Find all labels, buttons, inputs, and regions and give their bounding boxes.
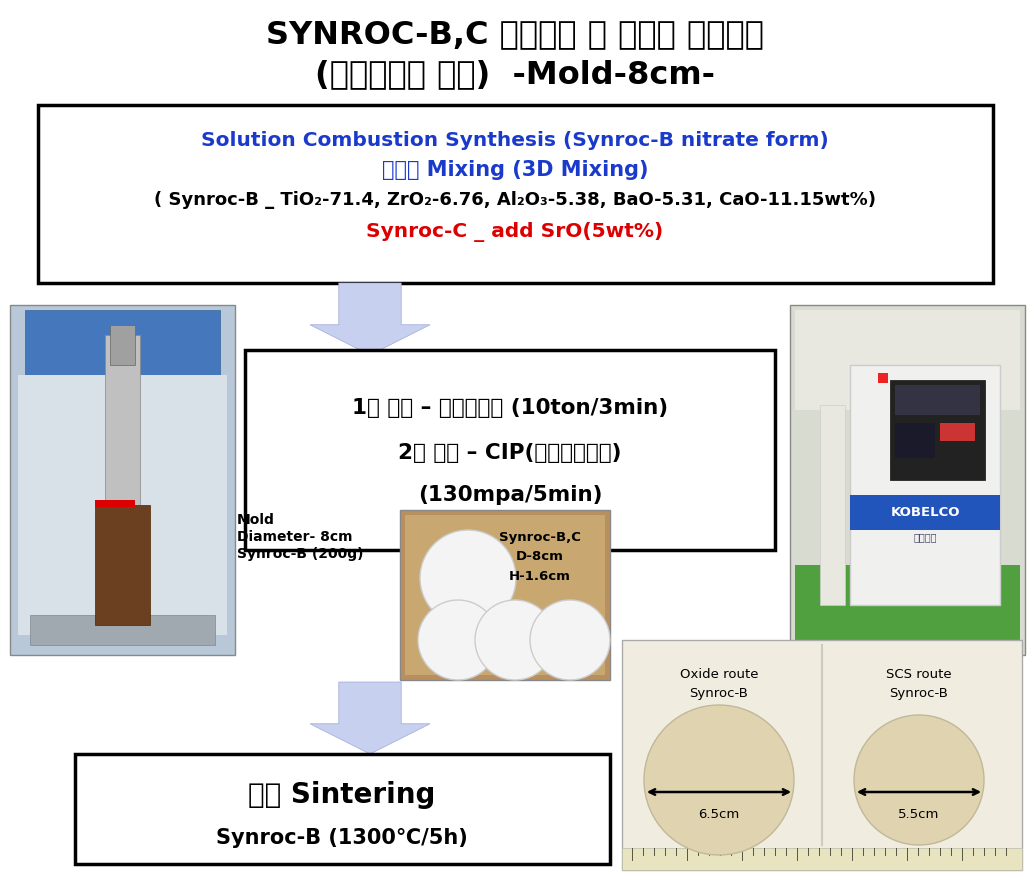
Text: 2차 성형 – CIP(정수압프레스): 2차 성형 – CIP(정수압프레스) bbox=[398, 443, 622, 463]
Text: (130mpa/5min): (130mpa/5min) bbox=[418, 485, 602, 505]
Circle shape bbox=[644, 705, 794, 855]
Text: Synroc-B: Synroc-B bbox=[690, 687, 749, 700]
Bar bbox=[850, 495, 1000, 530]
Bar bbox=[18, 375, 227, 635]
Bar bbox=[622, 848, 1022, 870]
Bar bbox=[38, 105, 993, 283]
Text: ( Synroc-B _ TiO₂-71.4, ZrO₂-6.76, Al₂O₃-5.38, BaO-5.31, CaO-11.15wt%): ( Synroc-B _ TiO₂-71.4, ZrO₂-6.76, Al₂O₃… bbox=[154, 191, 876, 209]
Circle shape bbox=[530, 600, 610, 680]
Text: 소결 Sintering: 소결 Sintering bbox=[248, 781, 436, 809]
Text: 산화물 Mixing (3D Mixing): 산화물 Mixing (3D Mixing) bbox=[381, 160, 648, 180]
Text: ｄＣＩＰ: ｄＣＩＰ bbox=[913, 532, 937, 542]
Polygon shape bbox=[310, 682, 430, 754]
Circle shape bbox=[420, 530, 516, 626]
Bar bbox=[795, 565, 1020, 650]
Text: SYNROC-B,C 분말제조 및 소결체 제조과정: SYNROC-B,C 분말제조 및 소결체 제조과정 bbox=[266, 19, 764, 51]
Text: (목포세라믵 센터)  -Mold-8cm-: (목포세라믵 센터) -Mold-8cm- bbox=[315, 60, 716, 90]
Bar bbox=[110, 325, 135, 365]
Bar bbox=[820, 405, 845, 605]
Text: Synroc-C _ add SrO(5wt%): Synroc-C _ add SrO(5wt%) bbox=[366, 222, 664, 242]
Bar bbox=[940, 423, 975, 441]
Text: Synroc-B (1300℃/5h): Synroc-B (1300℃/5h) bbox=[217, 828, 468, 848]
Bar bbox=[895, 385, 980, 415]
Text: H-1.6cm: H-1.6cm bbox=[509, 569, 571, 583]
Bar bbox=[622, 640, 1022, 870]
Bar bbox=[95, 500, 135, 507]
Bar bbox=[245, 350, 775, 550]
Bar bbox=[400, 510, 610, 680]
Text: D-8cm: D-8cm bbox=[517, 550, 564, 563]
Bar bbox=[878, 373, 888, 383]
Text: 6.5cm: 6.5cm bbox=[698, 808, 739, 821]
Text: Mold: Mold bbox=[237, 513, 275, 527]
Bar bbox=[105, 335, 140, 635]
Bar bbox=[30, 615, 215, 645]
Bar bbox=[790, 305, 1025, 655]
Circle shape bbox=[475, 600, 555, 680]
Bar bbox=[795, 310, 1020, 410]
Text: SCS route: SCS route bbox=[887, 668, 952, 682]
Bar bbox=[25, 310, 220, 380]
Circle shape bbox=[418, 600, 498, 680]
Text: KOBELCO: KOBELCO bbox=[890, 505, 960, 519]
Text: 1차 성형 – 유압프레스 (10ton/3min): 1차 성형 – 유압프레스 (10ton/3min) bbox=[352, 398, 668, 418]
Text: Oxide route: Oxide route bbox=[679, 668, 758, 682]
Bar bbox=[95, 505, 149, 625]
Text: Solution Combustion Synthesis (Synroc-B nitrate form): Solution Combustion Synthesis (Synroc-B … bbox=[201, 131, 829, 150]
Text: Synroc-B,C: Synroc-B,C bbox=[499, 532, 580, 545]
Bar bbox=[75, 754, 610, 864]
Bar bbox=[405, 515, 605, 675]
Text: Synroc-B (200g): Synroc-B (200g) bbox=[237, 547, 364, 561]
Text: Diameter- 8cm: Diameter- 8cm bbox=[237, 530, 353, 544]
Circle shape bbox=[854, 715, 984, 845]
Polygon shape bbox=[310, 283, 430, 355]
Bar bbox=[850, 365, 1000, 605]
Text: Synroc-B: Synroc-B bbox=[890, 687, 949, 700]
Bar bbox=[890, 380, 985, 480]
Text: 5.5cm: 5.5cm bbox=[898, 808, 939, 821]
Bar bbox=[10, 305, 235, 655]
Bar bbox=[895, 423, 935, 458]
